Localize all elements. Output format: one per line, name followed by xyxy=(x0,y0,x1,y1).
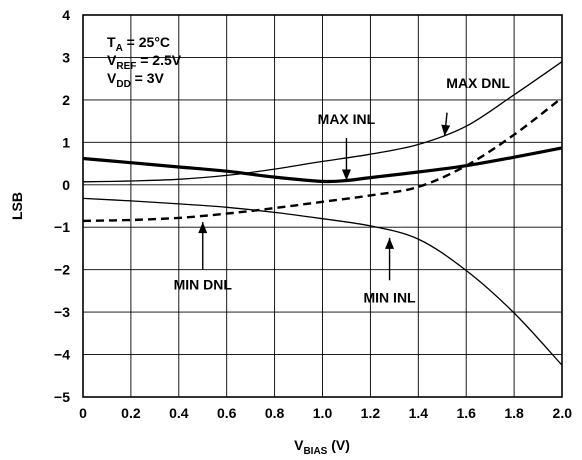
arrowhead-max-dnl xyxy=(441,124,451,136)
x-tick-label: 0 xyxy=(79,405,87,421)
x-tick-label: 0.6 xyxy=(217,405,237,421)
y-axis-title: LSB xyxy=(9,192,25,220)
label-min-inl: MIN INL xyxy=(364,289,417,305)
label-max-inl: MAX INL xyxy=(318,111,376,127)
series-min-inl xyxy=(82,197,563,366)
x-tick-label: 0.8 xyxy=(265,405,285,421)
y-tick-label: 2 xyxy=(62,92,70,108)
x-tick-label: 1.4 xyxy=(409,405,429,421)
condition-temp: TA = 25°C xyxy=(107,34,170,54)
y-tick-label: −2 xyxy=(54,262,70,278)
condition-vdd: VDD = 3V xyxy=(107,70,165,90)
x-tick-label: 2.0 xyxy=(553,405,573,421)
series-max-inl xyxy=(82,146,563,184)
tick-label-layer: 0 0.2 0.4 0.6 0.8 1.0 1.2 1.4 1.6 1.8 2.0 4 3 2 1 0 −1 −2… xyxy=(54,7,572,421)
x-tick-label: 0.2 xyxy=(121,405,141,421)
series-max-dnl xyxy=(82,61,563,183)
x-tick-label: 1.8 xyxy=(504,405,524,421)
y-tick-label: −1 xyxy=(54,219,70,235)
y-tick-label: 4 xyxy=(62,7,70,23)
y-tick-label: 3 xyxy=(62,49,70,65)
label-max-dnl: MAX DNL xyxy=(446,75,510,91)
label-min-dnl: MIN DNL xyxy=(174,277,233,293)
y-tick-label: 1 xyxy=(62,134,70,150)
x-tick-label: 1.0 xyxy=(313,405,333,421)
annotation-layer: MAX DNL MAX INL MIN DNL MIN INL xyxy=(174,75,511,305)
y-tick-label: 0 xyxy=(62,177,70,193)
y-tick-label: −5 xyxy=(54,389,70,405)
arrowhead-max-inl xyxy=(341,169,351,181)
x-tick-label: 1.6 xyxy=(456,405,476,421)
y-tick-label: −3 xyxy=(54,304,70,320)
arrowhead-min-dnl xyxy=(198,222,208,234)
x-tick-label: 1.2 xyxy=(361,405,381,421)
plot-frame xyxy=(82,14,563,398)
arrowhead-min-inl xyxy=(385,237,395,249)
series-layer xyxy=(82,61,563,366)
series-dnl xyxy=(82,96,563,223)
y-tick-label: −4 xyxy=(54,347,70,363)
x-axis-title: VBIAS (V) xyxy=(294,437,350,457)
x-tick-label: 0.4 xyxy=(169,405,189,421)
grid-layer xyxy=(83,15,562,397)
condition-vref: VREF = 2.5V xyxy=(107,52,182,72)
condition-block: TA = 25°C VREF = 2.5V VDD = 3V xyxy=(107,34,182,90)
